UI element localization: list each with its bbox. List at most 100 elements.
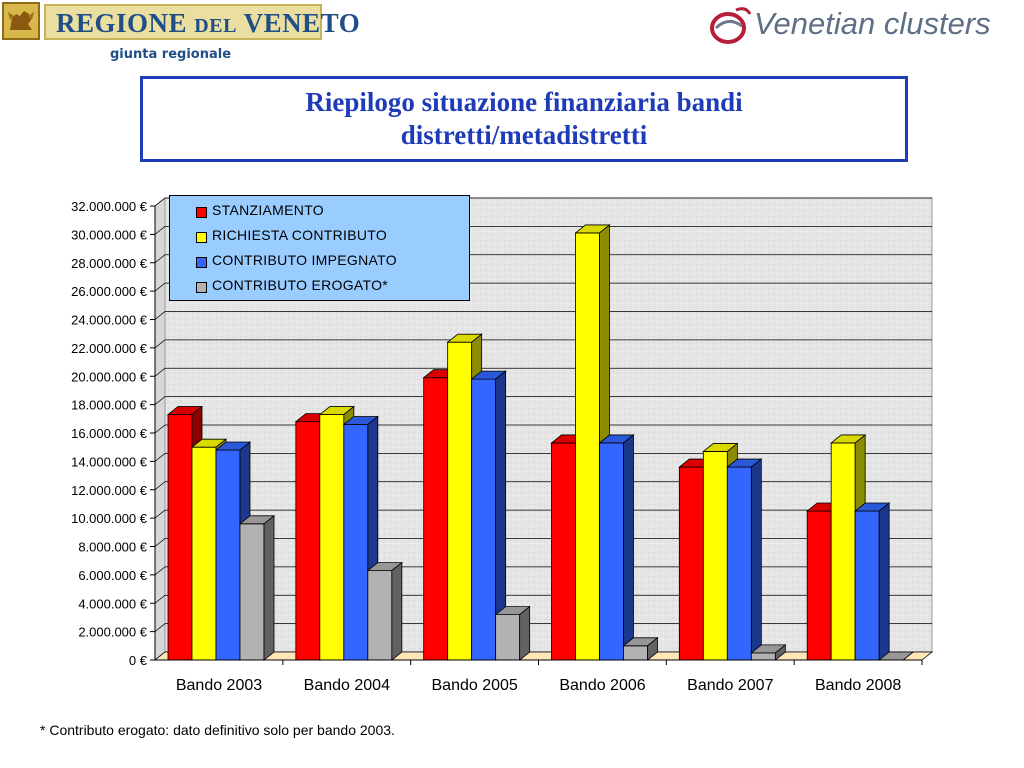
- gridline: [154, 367, 932, 377]
- y-tick-label: 28.000.000 €: [71, 256, 148, 271]
- brand-subtitle: giunta regionale: [110, 47, 232, 62]
- x-tick-label: Bando 2004: [304, 677, 390, 694]
- y-tick-label: 32.000.000 €: [71, 199, 148, 214]
- legend-label: CONTRIBUTO EROGATO*: [212, 277, 389, 293]
- bar-front: [191, 446, 217, 661]
- gridline: [154, 452, 932, 462]
- y-tick-label: 20.000.000 €: [71, 369, 148, 384]
- x-tick-label: Bando 2003: [176, 677, 262, 694]
- y-tick-label: 22.000.000 €: [71, 341, 148, 356]
- legend-swatch-red: [196, 207, 207, 218]
- bar-side: [519, 605, 531, 661]
- gridlines: [154, 197, 932, 661]
- legend-label: CONTRIBUTO IMPEGNATO: [212, 252, 397, 268]
- y-tick-label: 4.000.000 €: [78, 596, 147, 611]
- y-tick-label: 16.000.000 €: [71, 426, 148, 441]
- y-axis: 0 € 2.000.000 € 4.000.000 € 6.000.000 € 8.00…: [71, 199, 156, 668]
- slide-title: Riepilogo situazione finanziaria bandi d…: [305, 87, 743, 150]
- y-tick-label: 24.000.000 €: [71, 313, 148, 328]
- y-tick-label: 30.000.000 €: [71, 227, 148, 242]
- bar-front: [295, 421, 321, 661]
- bar-side: [623, 434, 634, 661]
- bar-side: [878, 502, 890, 661]
- brand-word-del: DEL: [194, 15, 237, 37]
- legend-label: STANZIAMENTO: [212, 202, 324, 218]
- gridline: [154, 538, 932, 547]
- lion-crest-icon: [2, 2, 40, 40]
- gridline: [154, 396, 932, 405]
- bar-front: [575, 232, 600, 661]
- partner-name: Venetian clusters: [754, 6, 991, 41]
- bar: [854, 502, 891, 661]
- legend-swatch-gray: [196, 282, 207, 293]
- bar-front: [806, 510, 832, 661]
- bar: [598, 434, 635, 661]
- y-tick-label: 8.000.000 €: [78, 540, 147, 555]
- bar-front: [830, 442, 856, 661]
- chart-legend: STANZIAMENTO RICHIESTA CONTRIBUTO CONTRI…: [169, 195, 470, 301]
- bar-side: [902, 651, 914, 661]
- gridline: [154, 339, 932, 349]
- x-tick-label: Bando 2005: [432, 677, 518, 694]
- y-tick-label: 18.000.000 €: [71, 398, 148, 413]
- brand-title: REGIONE DEL VENETO: [56, 8, 360, 39]
- bar-front: [623, 645, 648, 661]
- legend-swatch-yellow: [196, 232, 207, 243]
- bar-front: [239, 523, 265, 661]
- venetian-clusters-logo: Venetian clusters: [700, 0, 1024, 50]
- x-tick-label: Bando 2006: [559, 677, 645, 694]
- y-tick-label: 0 €: [129, 653, 148, 668]
- bar-side: [263, 514, 275, 661]
- legend-label: RICHIESTA CONTRIBUTO: [212, 227, 388, 243]
- bar-front: [423, 377, 449, 661]
- bar-chart: 0 € 2.000.000 € 4.000.000 € 6.000.000 € 8.00…: [71, 196, 934, 694]
- bar-side: [774, 644, 786, 661]
- brand-word-regione: REGIONE: [56, 8, 188, 38]
- title-box: Riepilogo situazione finanziaria bandi d…: [140, 76, 908, 162]
- bar-side: [750, 458, 762, 661]
- bar: [366, 561, 403, 661]
- swirl-logo-icon: [710, 7, 752, 44]
- bar-front: [551, 442, 576, 661]
- footnote: * Contributo erogato: dato definitivo so…: [40, 722, 395, 738]
- y-tick-label: 14.000.000 €: [71, 454, 148, 469]
- gridline: [154, 594, 932, 604]
- y-tick-label: 12.000.000 €: [71, 483, 148, 498]
- bar-front: [447, 341, 473, 661]
- bars: [166, 224, 915, 661]
- x-tick-label: Bando 2007: [687, 677, 773, 694]
- legend-swatch-blue: [196, 257, 207, 268]
- gridline: [154, 566, 932, 576]
- bar-front: [471, 378, 497, 661]
- bar-front: [495, 614, 521, 661]
- brand-word-veneto: VENETO: [243, 8, 361, 38]
- bar-front: [167, 414, 193, 661]
- gridline: [154, 481, 932, 491]
- bar-front: [726, 466, 752, 661]
- x-axis: Bando 2003 Bando 2004 Bando 2005 Bando 2006…: [155, 659, 923, 694]
- y-tick-label: 2.000.000 €: [78, 625, 147, 640]
- y-tick-label: 26.000.000 €: [71, 284, 148, 299]
- bar-front: [854, 510, 880, 661]
- bar: [750, 644, 787, 661]
- brand-box: REGIONE DEL VENETO: [44, 4, 360, 40]
- y-tick-label: 10.000.000 €: [71, 511, 148, 526]
- bar-front: [678, 466, 704, 661]
- bar: [238, 514, 276, 661]
- x-tick-label: Bando 2008: [815, 677, 901, 694]
- bar-front: [319, 414, 345, 661]
- bar-side: [391, 561, 403, 661]
- gridline: [154, 225, 932, 235]
- bar-front: [599, 442, 624, 661]
- regione-veneto-logo: REGIONE DEL VENETO giunta regionale: [0, 0, 360, 70]
- bar-front: [367, 570, 393, 661]
- bar-front: [750, 652, 776, 661]
- bar-side: [647, 636, 658, 661]
- gridline: [154, 282, 932, 292]
- bar-front: [702, 451, 728, 661]
- gridline: [154, 509, 932, 519]
- y-tick-label: 6.000.000 €: [78, 568, 147, 583]
- bar-front: [215, 449, 241, 661]
- bar: [494, 605, 531, 661]
- bar: [622, 636, 659, 661]
